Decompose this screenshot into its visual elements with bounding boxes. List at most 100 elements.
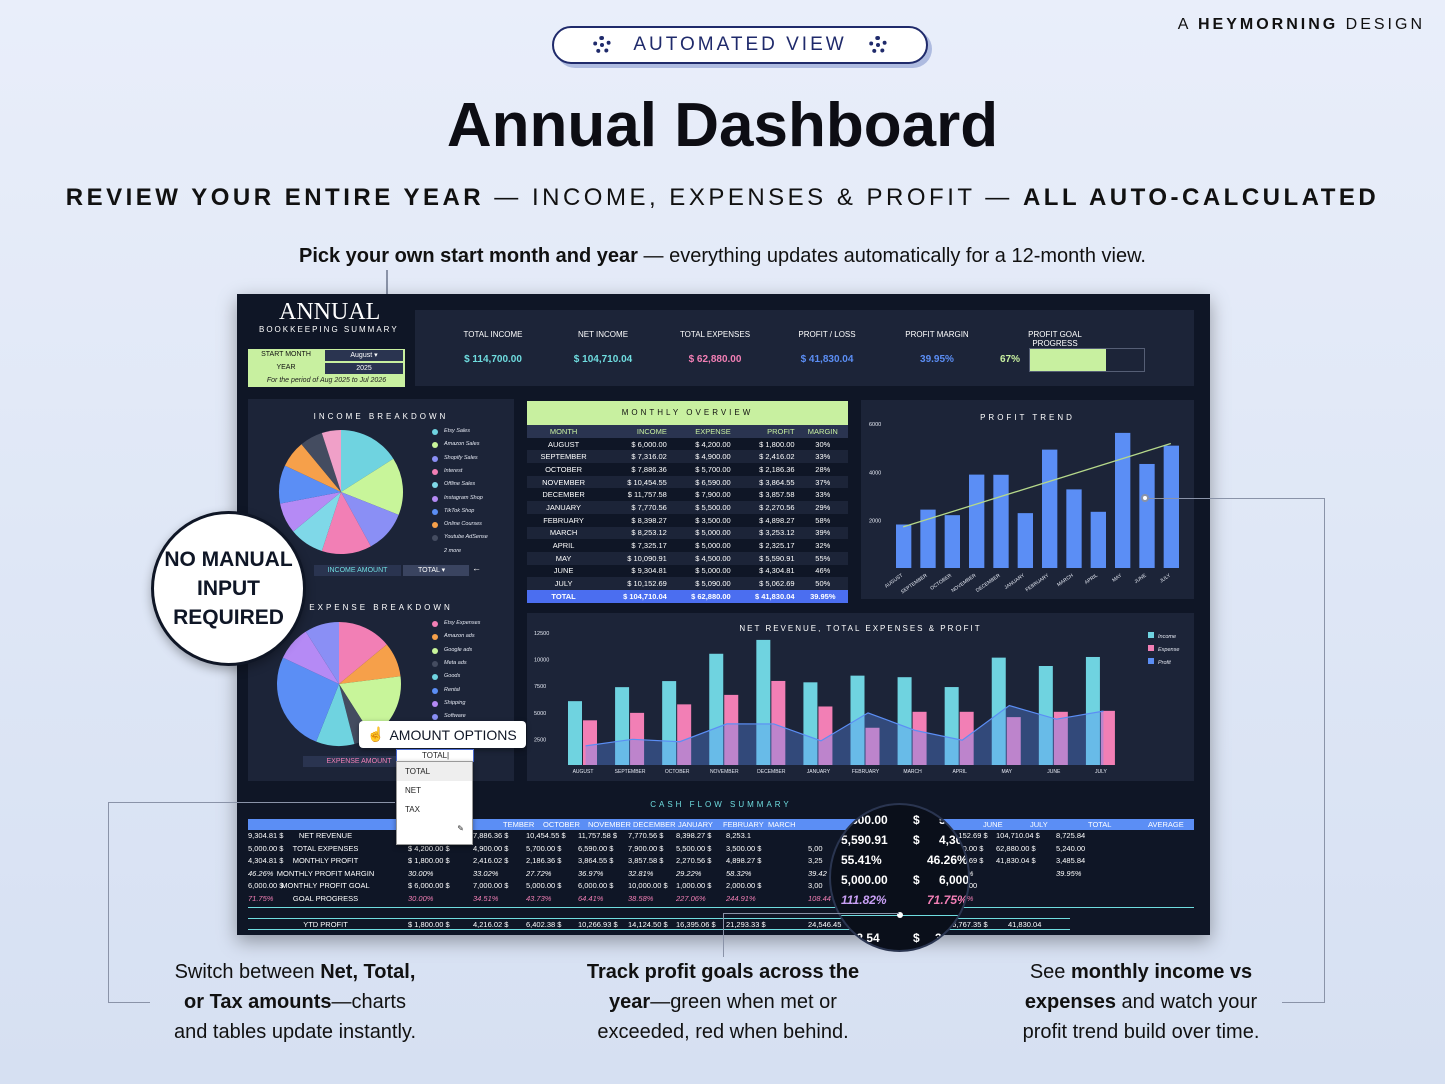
cash-flow-cell: 5,240.00	[1056, 843, 1086, 853]
kpi-label: NET INCOME	[577, 330, 629, 339]
connector-dot	[897, 912, 903, 918]
legend-item: Etsy Expenses	[432, 619, 512, 631]
ytd-cell: 4,216.02 $	[473, 920, 509, 929]
cash-flow-cell: 71.75%	[248, 894, 274, 903]
pick-note: Pick your own start month and year — eve…	[298, 245, 1146, 267]
legend-label: Rental	[444, 686, 460, 693]
magnified-currency: $	[913, 813, 920, 827]
table-cell: $ 4,500.00	[695, 553, 731, 563]
cash-flow-cell: 64.41%	[578, 894, 604, 903]
column-header: MARCH	[768, 820, 796, 829]
cash-flow-cell: 7,886.36 $	[473, 831, 509, 840]
cash-flow-cell: 30.00%	[408, 868, 434, 878]
table-cell: $ 5,700.00	[695, 464, 731, 474]
x-tick-label: JUNE	[1134, 572, 1149, 585]
x-tick-label: DECEMBER	[975, 573, 1002, 594]
x-tick-label: AUGUST	[573, 769, 594, 775]
cash-flow-cell: 2,000.00 $	[726, 881, 762, 891]
row-label: NET REVENUE	[298, 831, 353, 840]
cash-flow-cell: 5,000.00 $	[526, 881, 562, 891]
net-revenue-chart: 2500 5000 7500 10000 12500 AUGUST SEPTEMBER OCT…	[534, 631, 1179, 775]
pencil-icon[interactable]: ✎	[457, 824, 464, 833]
cash-flow-cell: 2,416.02 $	[473, 856, 509, 866]
pie-slice	[321, 492, 371, 554]
income-bar	[1038, 665, 1053, 765]
legend-swatch	[432, 522, 438, 529]
income-breakdown-title: INCOME BREAKDOWN	[313, 412, 449, 421]
year-input[interactable]: 2025	[325, 363, 403, 374]
x-tick-label: MAY	[1111, 572, 1124, 583]
expense-bar	[1100, 710, 1115, 765]
table-cell: $ 7,886.36	[631, 464, 667, 474]
cash-flow-cell: 7,770.56 $	[628, 831, 664, 840]
kpi-label: PROFIT MARGIN	[905, 330, 969, 339]
cash-flow-cell: 8,253.1	[726, 831, 752, 840]
table-cell: 28%	[815, 464, 831, 474]
y-tick-label: 2000	[869, 519, 881, 525]
table-cell: $ 8,253.12	[631, 528, 667, 538]
connector-line	[108, 1002, 150, 1003]
start-month-dropdown[interactable]: August ▾	[325, 350, 403, 361]
table-cell: JUNE	[553, 566, 574, 576]
cash-flow-cell: 4,900.00 $	[473, 843, 509, 853]
table-cell: $ 4,200.00	[695, 439, 731, 449]
profit-area	[585, 705, 1104, 765]
legend-label: Google ads	[444, 646, 473, 653]
table-cell: EXPENSE	[695, 426, 731, 436]
table-cell: 37%	[815, 477, 831, 487]
dropdown-option-total[interactable]: TOTAL	[397, 762, 472, 781]
connector-line	[1282, 1002, 1324, 1003]
period-text: For the period of Aug 2025 to Jul 2026	[266, 377, 387, 384]
kpi-value: $ 114,700.00	[464, 354, 522, 365]
table-cell: $ 3,253.12	[759, 528, 795, 538]
income-bar	[991, 657, 1006, 765]
table-cell: JULY	[554, 579, 573, 589]
table-cell: $ 7,316.02	[631, 452, 667, 462]
table-row: DECEMBER $ 11,757.58 $ 7,900.00 $ 3,857.58 3…	[527, 488, 848, 502]
table-cell: $ 4,898.27	[759, 515, 795, 525]
table-cell: 46%	[815, 566, 831, 576]
dropdown-option-tax[interactable]: TAX	[405, 805, 420, 814]
legend-label: Meta ads	[444, 659, 467, 666]
x-tick-label: NOVEMBER	[950, 573, 977, 595]
cash-flow-cell: 3,864.55 $	[578, 856, 614, 866]
legend-item: Amazon Sales	[432, 440, 512, 452]
table-cell: MARCH	[549, 528, 578, 538]
legend-label: Online Courses	[444, 521, 482, 528]
legend-label: Profit	[1158, 660, 1171, 666]
cash-flow-cell: 6,000.00 $	[248, 881, 284, 891]
table-cell: $ 62,880.00	[691, 591, 731, 601]
magnified-value: 111.82%	[841, 893, 887, 907]
column-header: AVERAGE	[1148, 820, 1184, 829]
table-cell: 33%	[815, 490, 831, 500]
connector-line	[108, 802, 395, 803]
cash-flow-cell: 108.44	[808, 894, 831, 903]
period-selector: START MONTH August ▾ YEAR 2025 For the p…	[248, 349, 405, 387]
profit-bar	[1139, 463, 1155, 568]
table-cell: $ 5,500.00	[695, 502, 731, 512]
profit-bar	[1017, 513, 1033, 568]
net-revenue-title: NET REVENUE, TOTAL EXPENSES & PROFIT	[739, 624, 982, 633]
legend-swatch	[1148, 645, 1154, 651]
profit-bar	[1090, 511, 1106, 568]
cash-flow-cell: 3,500.00 $	[726, 843, 762, 853]
profit-bar	[944, 515, 960, 568]
x-tick-label: SEPTEMBER	[615, 769, 646, 775]
table-cell: DECEMBER	[542, 490, 585, 500]
x-tick-label: FEBRUARY	[1025, 572, 1051, 593]
legend-swatch	[432, 455, 438, 462]
column-header: NOVEMBER	[588, 820, 631, 829]
table-cell: TOTAL	[551, 591, 576, 601]
row-label: GOAL PROGRESS	[292, 894, 359, 903]
dashboard-title: ANNUAL	[279, 299, 381, 325]
table-cell: $ 1,800.00	[759, 439, 795, 449]
table-cell: $ 104,710.04	[623, 591, 667, 601]
legend-item: TikTok Shop	[432, 507, 512, 519]
income-amount-dropdown[interactable]: TOTAL ▾	[403, 565, 469, 576]
legend-item: Instagram Shop	[432, 494, 512, 506]
dropdown-option-net[interactable]: NET	[405, 786, 421, 795]
table-row: APRIL $ 7,325.17 $ 5,000.00 $ 2,325.17 32%	[527, 539, 848, 552]
cash-flow-panel: CASH FLOW SUMMARY TEMBER OCTOBER NOVEMBER D…	[248, 794, 1194, 930]
column-header: JANUARY	[678, 820, 713, 829]
legend-item: Rental	[432, 686, 512, 698]
